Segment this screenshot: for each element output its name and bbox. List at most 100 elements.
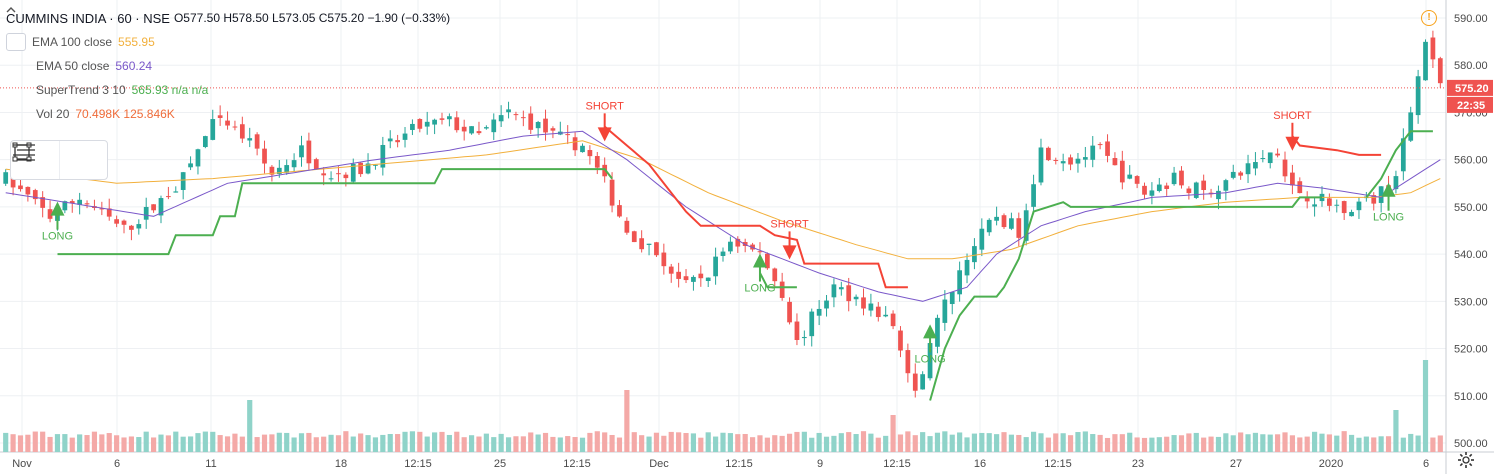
long-signal-label: LONG bbox=[914, 353, 945, 365]
ema100-line bbox=[6, 141, 1441, 259]
time-tick-label: 12:15 bbox=[725, 458, 753, 470]
volume-bar bbox=[661, 436, 666, 452]
volume-bar bbox=[188, 436, 193, 452]
volume-bar bbox=[794, 432, 799, 452]
volume-bar bbox=[1127, 433, 1132, 452]
candle-body bbox=[1164, 186, 1169, 189]
price-tick-label: 550.00 bbox=[1454, 202, 1488, 214]
volume-bar bbox=[979, 433, 984, 452]
symbol-title[interactable]: CUMMINS INDIA · 60 · NSE bbox=[6, 12, 170, 25]
volume-bar bbox=[654, 433, 659, 452]
volume-bar bbox=[565, 436, 570, 452]
supertrend-down-line bbox=[1292, 136, 1381, 155]
indicator-name: Vol 20 bbox=[36, 108, 69, 120]
time-tick-label: 9 bbox=[817, 458, 823, 470]
candle-body bbox=[972, 246, 977, 262]
candle-body bbox=[1053, 160, 1058, 161]
volume-bar bbox=[750, 437, 755, 452]
long-arrow-icon bbox=[753, 254, 767, 268]
candle-body bbox=[869, 304, 874, 311]
volume-bar bbox=[292, 437, 297, 452]
indicator-value: 70.498K 125.846K bbox=[75, 108, 174, 120]
volume-bar bbox=[994, 434, 999, 452]
chevron-up-icon bbox=[6, 6, 16, 14]
candle-body bbox=[639, 238, 644, 249]
volume-bar bbox=[1371, 437, 1376, 452]
candle-body bbox=[528, 114, 533, 130]
object-tree-button[interactable] bbox=[59, 141, 108, 179]
volume-bar bbox=[868, 434, 873, 452]
volume-bar bbox=[1231, 435, 1236, 452]
volume-bar bbox=[499, 434, 504, 452]
candle-body bbox=[898, 331, 903, 351]
volume-bar bbox=[905, 431, 910, 452]
time-tick-label: Nov bbox=[12, 458, 32, 470]
indicator-row-ema50[interactable]: EMA 50 close 560.24 bbox=[6, 54, 450, 78]
volume-bar bbox=[351, 437, 356, 452]
volume-bar bbox=[1319, 434, 1324, 452]
candle-body bbox=[233, 127, 238, 128]
candle-body bbox=[1016, 218, 1021, 238]
indicator-row-supertrend[interactable]: SuperTrend 3 10 565.93 n/a n/a bbox=[6, 78, 450, 102]
candle-body bbox=[262, 149, 267, 164]
short-signal-label: SHORT bbox=[586, 100, 625, 112]
volume-bar bbox=[1305, 437, 1310, 452]
long-signal-label: LONG bbox=[42, 231, 73, 243]
volume-bar bbox=[846, 432, 851, 452]
candle-body bbox=[240, 124, 245, 138]
volume-bar bbox=[284, 433, 289, 452]
candle-body bbox=[1061, 161, 1066, 163]
candle-body bbox=[1246, 163, 1251, 174]
volume-bar bbox=[1245, 434, 1250, 452]
volume-bar bbox=[1260, 434, 1265, 452]
volume-bar bbox=[1046, 438, 1051, 452]
candle-body bbox=[1423, 42, 1428, 80]
volume-bar bbox=[218, 435, 223, 452]
candle-body bbox=[1172, 173, 1177, 184]
indicator-row-ema100[interactable]: EMA 100 close 555.95 bbox=[6, 30, 450, 54]
candle-body bbox=[299, 145, 304, 157]
volume-bar bbox=[129, 436, 134, 452]
collapse-legend-button[interactable] bbox=[6, 33, 26, 51]
candle-body bbox=[832, 284, 837, 297]
candle-body bbox=[403, 134, 408, 140]
candle-body bbox=[772, 268, 777, 281]
warning-icon[interactable]: ! bbox=[1421, 10, 1437, 26]
ohlc-values: O577.50 H578.50 L573.05 C575.20 −1.90 (−… bbox=[174, 12, 450, 24]
indicator-row-volume[interactable]: Vol 20 70.498K 125.846K bbox=[6, 102, 450, 126]
candle-body bbox=[551, 128, 556, 130]
candle-body bbox=[1068, 157, 1073, 164]
volume-bar bbox=[425, 437, 430, 452]
volume-bar bbox=[84, 435, 89, 452]
volume-bar bbox=[1408, 434, 1413, 452]
volume-bar bbox=[683, 433, 688, 452]
volume-bar bbox=[1061, 433, 1066, 452]
volume-bar bbox=[1379, 436, 1384, 452]
candle-body bbox=[292, 160, 297, 167]
candle-body bbox=[3, 172, 8, 184]
short-signal-label: SHORT bbox=[770, 218, 809, 230]
volume-bar bbox=[1364, 437, 1369, 452]
volume-bar bbox=[1208, 437, 1213, 452]
volume-bar bbox=[1349, 435, 1354, 452]
volume-bar bbox=[780, 436, 785, 452]
candle-body bbox=[1090, 146, 1095, 160]
long-signal-label: LONG bbox=[744, 283, 775, 295]
volume-bar bbox=[713, 437, 718, 452]
candle-body bbox=[336, 173, 341, 174]
volume-bar bbox=[1201, 438, 1206, 452]
time-tick-label: 18 bbox=[335, 458, 347, 470]
volume-bar bbox=[225, 436, 230, 452]
candle-body bbox=[462, 127, 467, 132]
candle-body bbox=[514, 114, 519, 115]
volume-bar bbox=[476, 437, 481, 452]
candle-body bbox=[1253, 162, 1258, 168]
volume-bar bbox=[70, 438, 75, 452]
volume-bar bbox=[173, 432, 178, 452]
volume-bar bbox=[395, 434, 400, 452]
gear-icon[interactable] bbox=[1457, 451, 1475, 469]
volume-bar bbox=[543, 433, 548, 452]
volume-bar bbox=[957, 432, 962, 452]
candle-body bbox=[1290, 173, 1295, 186]
long-signal-label: LONG bbox=[1373, 212, 1404, 224]
